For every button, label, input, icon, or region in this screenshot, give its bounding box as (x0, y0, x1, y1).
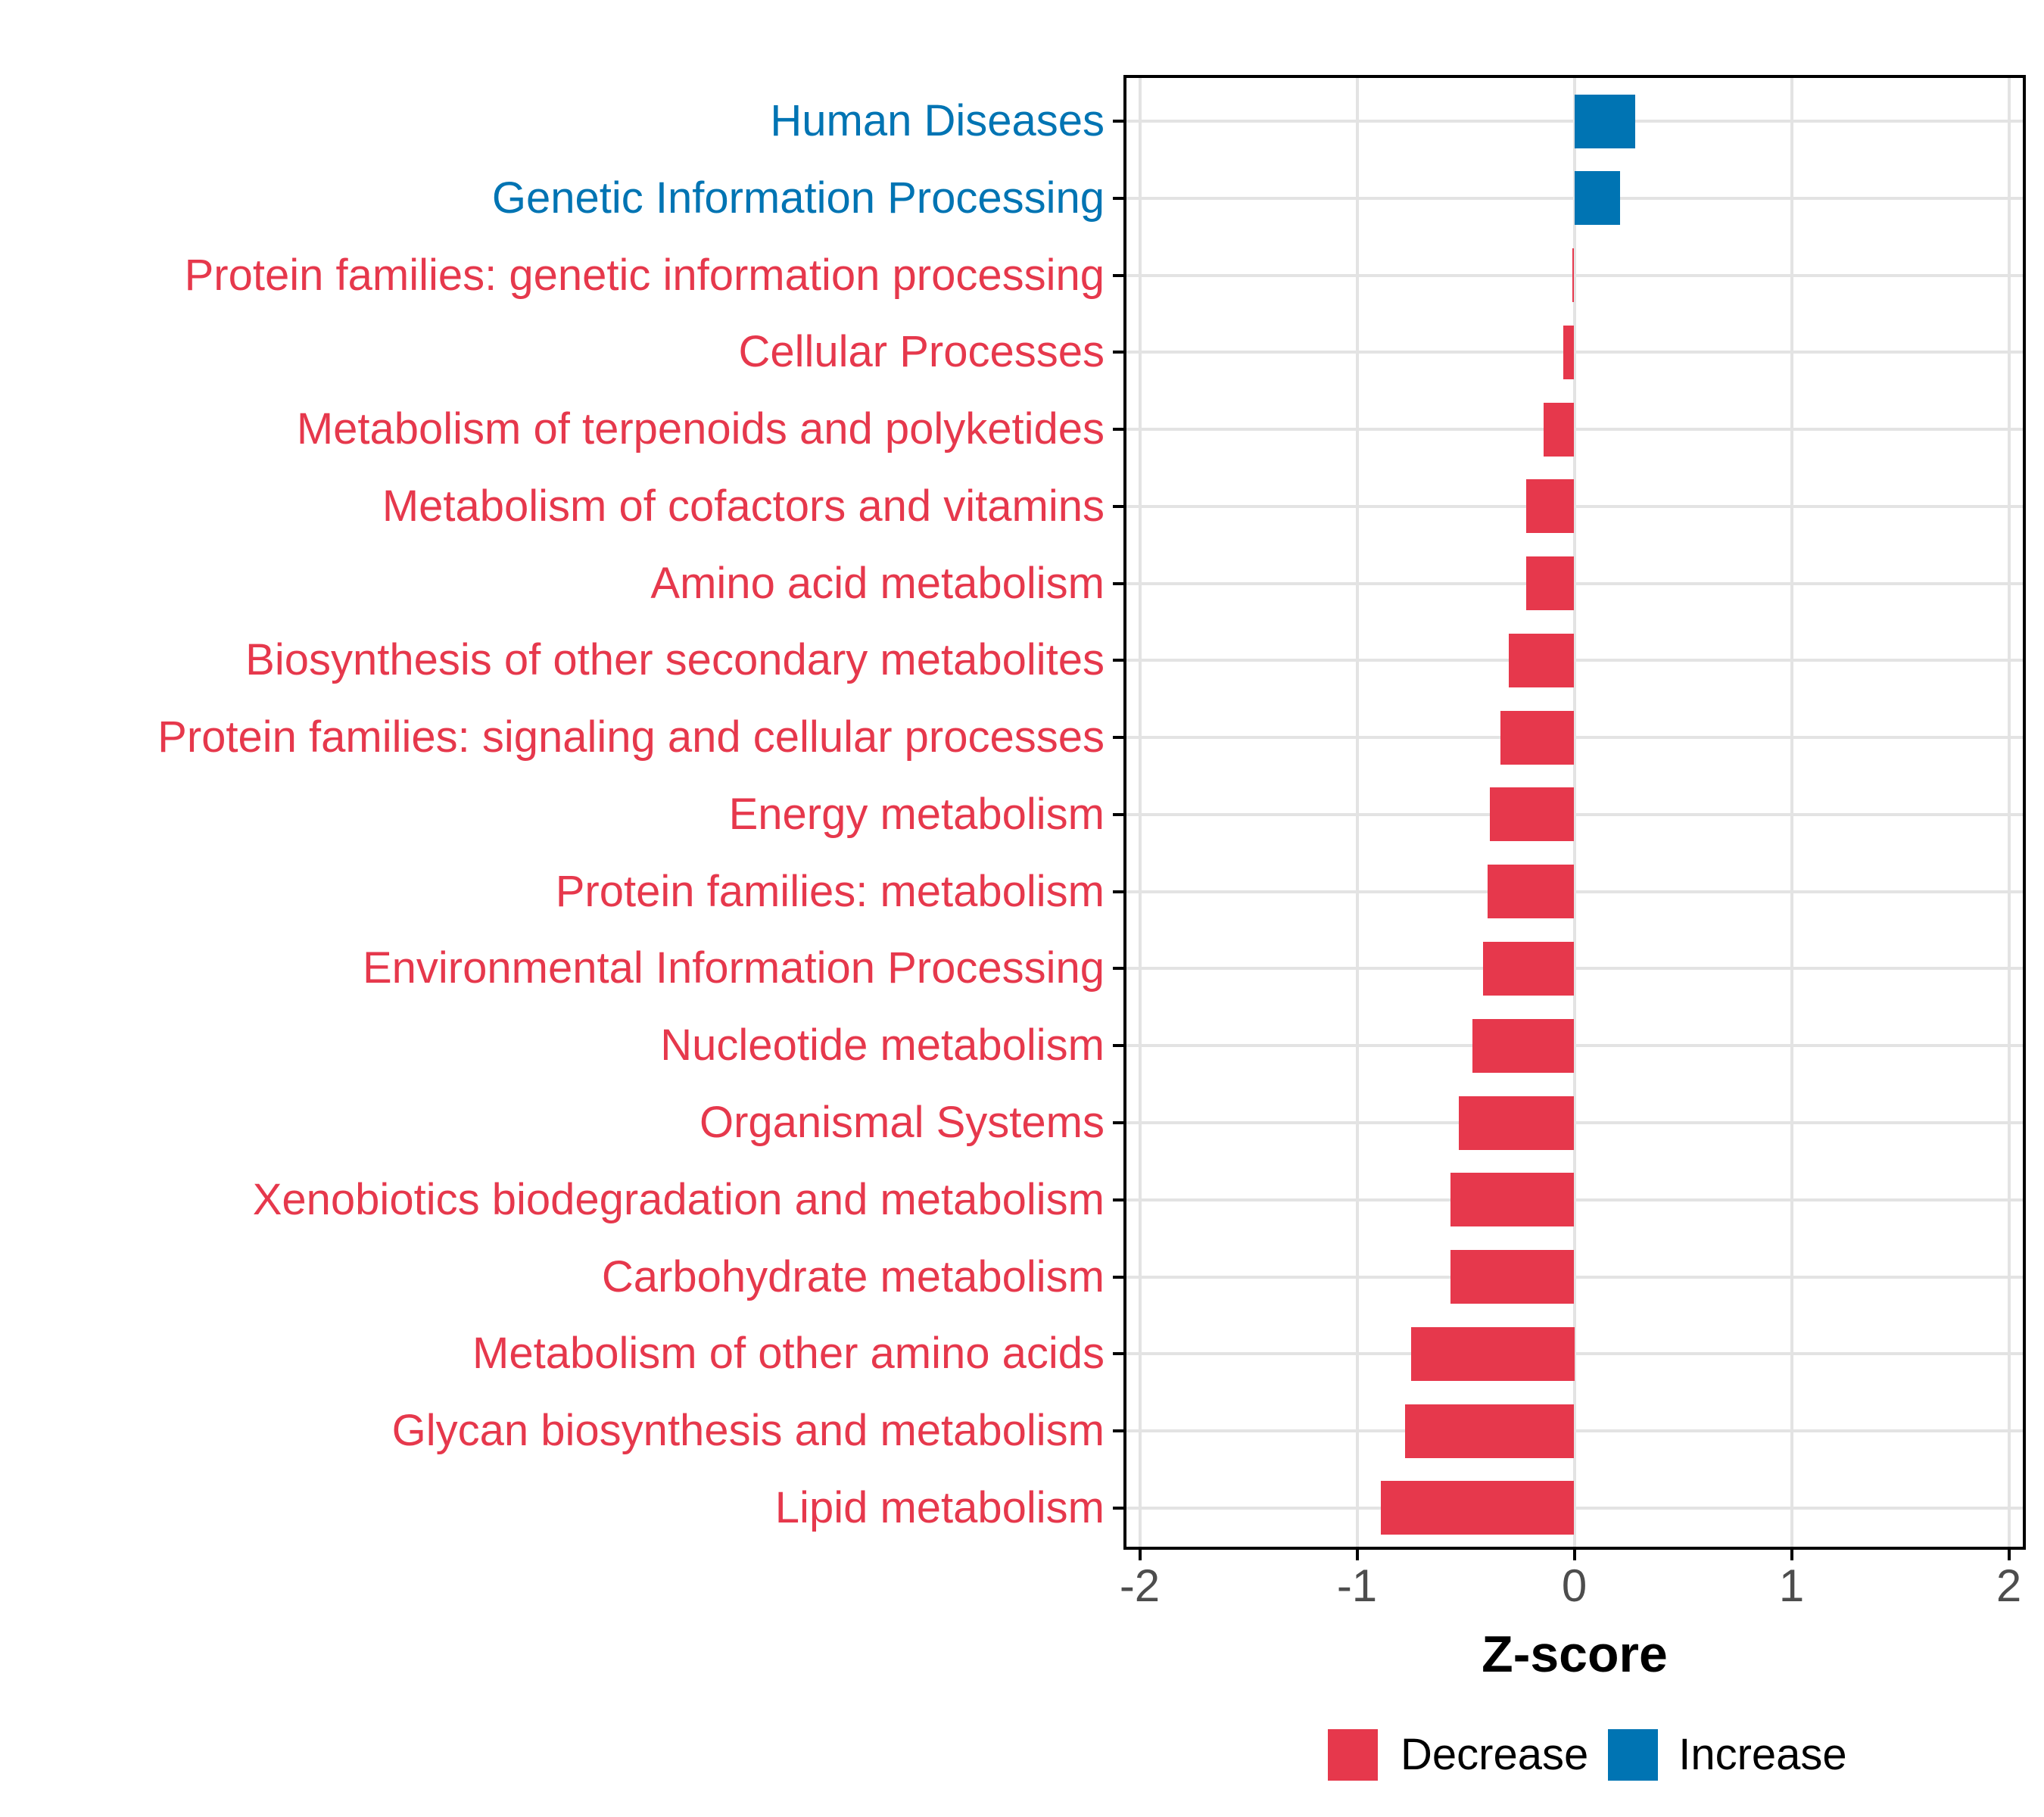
gridline-horizontal (1126, 581, 2023, 585)
y-tick-mark (1113, 1275, 1123, 1279)
legend-swatch-decrease (1328, 1729, 1378, 1781)
legend-label-decrease: Decrease (1401, 1730, 1589, 1779)
bar-decrease (1526, 479, 1575, 534)
bar-decrease (1404, 1404, 1575, 1458)
y-axis-label: Biosynthesis of other secondary metaboli… (245, 635, 1105, 685)
bar-decrease (1563, 325, 1575, 379)
y-axis-label: Cellular Processes (738, 327, 1105, 377)
bar-decrease (1482, 941, 1575, 996)
y-axis-label: Human Diseases (770, 96, 1105, 145)
y-tick-mark (1113, 273, 1123, 277)
bar-decrease (1450, 1250, 1575, 1304)
gridline-horizontal (1126, 1198, 2023, 1201)
y-tick-mark (1113, 736, 1123, 740)
gridline-horizontal (1126, 504, 2023, 508)
y-tick-mark (1113, 659, 1123, 662)
y-axis-label: Nucleotide metabolism (660, 1021, 1105, 1071)
gridline-horizontal (1126, 1121, 2023, 1124)
plot-panel (1123, 75, 2026, 1550)
x-tick-mark (1138, 1550, 1142, 1560)
bar-decrease (1450, 1173, 1575, 1227)
y-axis-label: Genetic Information Processing (491, 173, 1105, 223)
y-axis-label: Lipid metabolism (774, 1482, 1105, 1532)
gridline-horizontal (1126, 1275, 2023, 1279)
y-axis-label: Protein families: signaling and cellular… (157, 712, 1105, 762)
y-axis-label: Amino acid metabolism (650, 558, 1105, 608)
legend-label-increase: Increase (1678, 1730, 1847, 1779)
y-tick-mark (1113, 504, 1123, 508)
gridline-horizontal (1126, 1506, 2023, 1510)
gridline-vertical (1572, 78, 1576, 1547)
y-tick-mark (1113, 1429, 1123, 1433)
x-tick-label: 0 (1561, 1560, 1588, 1611)
x-tick-mark (2007, 1550, 2011, 1560)
gridline-horizontal (1126, 890, 2023, 893)
y-tick-mark (1113, 1352, 1123, 1356)
y-tick-mark (1113, 196, 1123, 200)
y-axis-label: Metabolism of cofactors and vitamins (382, 481, 1105, 531)
y-axis-label: Energy metabolism (728, 789, 1105, 839)
bar-decrease (1500, 710, 1575, 765)
y-axis-label: Protein families: metabolism (555, 866, 1105, 916)
y-axis-label: Protein families: genetic information pr… (184, 250, 1105, 300)
y-tick-mark (1113, 351, 1123, 354)
y-tick-mark (1113, 1044, 1123, 1048)
bar-decrease (1459, 1095, 1575, 1150)
bar-decrease (1411, 1326, 1575, 1381)
y-tick-mark (1113, 1121, 1123, 1124)
gridline-vertical (2007, 78, 2011, 1547)
gridline-horizontal (1126, 736, 2023, 740)
bar-decrease (1489, 787, 1575, 842)
bar-decrease (1381, 1481, 1575, 1535)
x-tick-label: 2 (1996, 1560, 2022, 1611)
y-axis-label: Organismal Systems (699, 1098, 1105, 1147)
gridline-horizontal (1126, 659, 2023, 662)
gridline-horizontal (1126, 428, 2023, 432)
y-axis-label: Xenobiotics biodegradation and metabolis… (252, 1174, 1105, 1224)
bar-decrease (1572, 248, 1575, 303)
x-tick-label: -1 (1336, 1560, 1378, 1611)
bar-decrease (1509, 633, 1575, 687)
x-tick-mark (1572, 1550, 1576, 1560)
y-axis-label: Metabolism of other amino acids (472, 1329, 1105, 1379)
gridline-horizontal (1126, 967, 2023, 971)
gridline-horizontal (1126, 351, 2023, 354)
y-tick-mark (1113, 967, 1123, 971)
gridline-horizontal (1126, 1352, 2023, 1356)
y-axis-label: Environmental Information Processing (362, 943, 1105, 993)
gridline-vertical (1355, 78, 1359, 1547)
gridline-horizontal (1126, 812, 2023, 816)
y-axis-label: Glycan biosynthesis and metabolism (391, 1406, 1105, 1456)
y-tick-mark (1113, 428, 1123, 432)
y-tick-mark (1113, 812, 1123, 816)
bar-decrease (1526, 556, 1575, 611)
gridline-vertical (1790, 78, 1793, 1547)
x-tick-mark (1355, 1550, 1359, 1560)
plot-area (1126, 78, 2023, 1547)
bar-decrease (1544, 402, 1575, 457)
y-axis-label: Metabolism of terpenoids and polyketides (296, 404, 1105, 454)
bar-increase (1574, 94, 1635, 148)
gridline-vertical (1138, 78, 1142, 1547)
legend: Decrease Increase (1328, 1729, 1847, 1781)
y-tick-mark (1113, 581, 1123, 585)
y-tick-mark (1113, 890, 1123, 893)
x-tick-label: 1 (1778, 1560, 1805, 1611)
x-axis-title: Z-score (1482, 1625, 1668, 1683)
bar-increase (1574, 171, 1620, 226)
gridline-horizontal (1126, 273, 2023, 277)
x-tick-mark (1790, 1550, 1793, 1560)
legend-swatch-increase (1608, 1729, 1659, 1781)
x-tick-label: -2 (1119, 1560, 1161, 1611)
y-axis-label: Carbohydrate metabolism (601, 1251, 1105, 1301)
y-tick-mark (1113, 120, 1123, 123)
gridline-horizontal (1126, 1429, 2023, 1433)
y-tick-mark (1113, 1198, 1123, 1201)
bar-decrease (1487, 865, 1575, 919)
gridline-horizontal (1126, 1044, 2023, 1048)
y-tick-mark (1113, 1506, 1123, 1510)
bar-decrease (1472, 1018, 1575, 1073)
